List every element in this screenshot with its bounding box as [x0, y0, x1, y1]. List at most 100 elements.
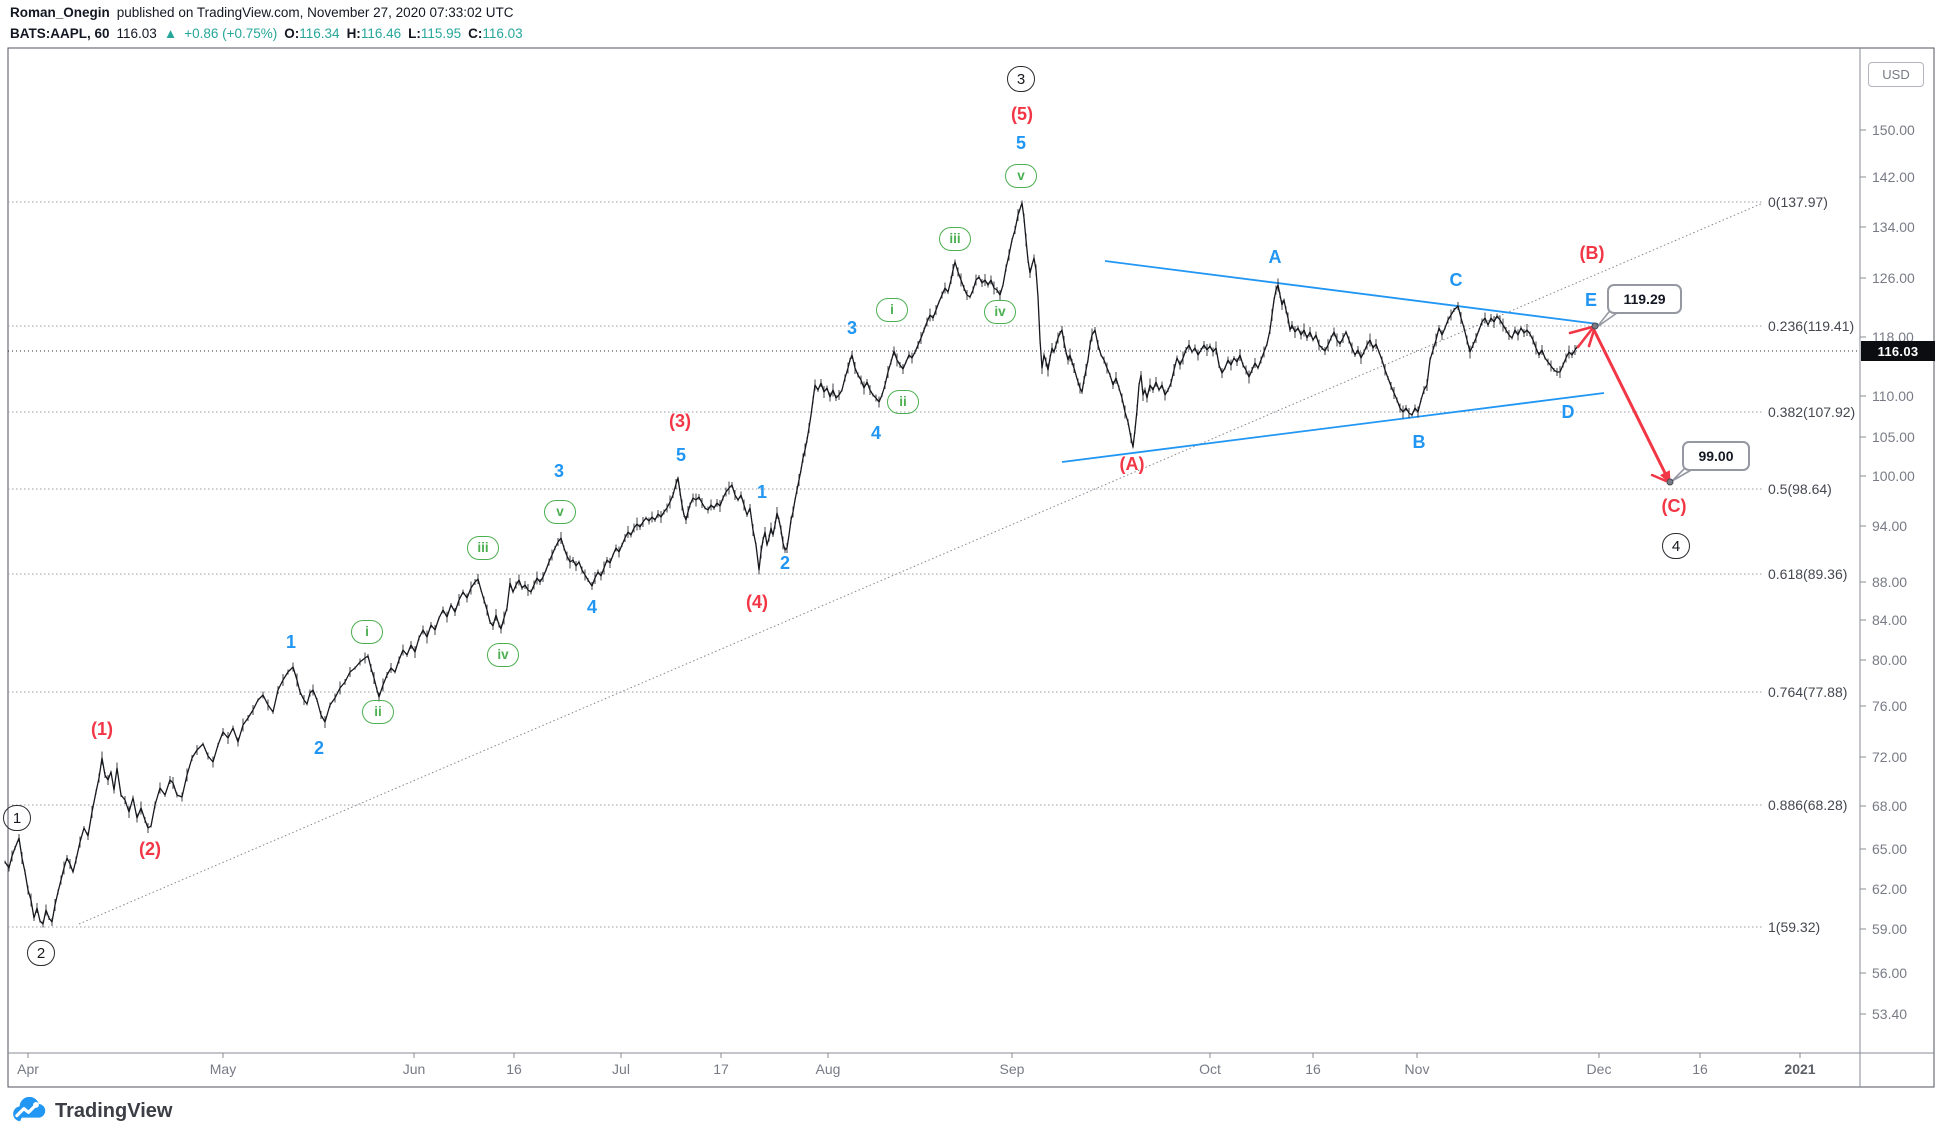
price-tick-label[interactable]: 88.00: [1872, 574, 1908, 590]
time-tick-label[interactable]: Apr: [17, 1061, 39, 1077]
currency-axis-button[interactable]: USD: [1868, 62, 1924, 87]
ohlc-value: 116.34: [299, 26, 340, 41]
wave-label-red-(1): (1): [91, 719, 113, 739]
time-tick-label[interactable]: Jun: [402, 1061, 426, 1077]
publish-info-text: published on TradingView.com, November 2…: [116, 5, 514, 20]
price-tick-label[interactable]: 105.00: [1872, 429, 1915, 445]
wave-label-red-(C): (C): [1661, 496, 1687, 516]
fib-level-label: 0.5(98.64): [1768, 481, 1832, 497]
wave-label-circled-4: 4: [1662, 533, 1690, 559]
anchor-dot: [1666, 478, 1674, 486]
wave-label-minute-iii: iii: [939, 227, 971, 251]
time-tick-label[interactable]: Jul: [612, 1061, 630, 1077]
wave-label-red-(2): (2): [139, 839, 161, 859]
wave-label-minute-i: i: [351, 620, 383, 644]
wave-label-red-(4): (4): [746, 592, 768, 612]
author-name[interactable]: Roman_Onegin: [10, 5, 110, 20]
fib-level-label: 0.764(77.88): [1768, 684, 1848, 700]
price-tick-label[interactable]: 68.00: [1872, 798, 1908, 814]
price-tick-label[interactable]: 84.00: [1872, 612, 1908, 628]
fib-level-label: 1(59.32): [1768, 919, 1821, 935]
tradingview-logo-text: TradingView: [55, 1099, 173, 1122]
wave-label-red-(B): (B): [1579, 243, 1605, 263]
price-tick-label[interactable]: 110.00: [1872, 388, 1914, 404]
wave-label-blue-D: D: [1561, 402, 1575, 422]
time-tick-label[interactable]: 2021: [1784, 1061, 1816, 1077]
forecast-down-arrow: [1592, 328, 1670, 481]
time-tick-label[interactable]: Nov: [1404, 1061, 1430, 1077]
triangle-upper-trendline: [1104, 260, 1599, 325]
wave-label-minute-ii: ii: [362, 700, 394, 724]
wave-label-blue-1: 1: [756, 482, 768, 502]
price-tick-label[interactable]: 72.00: [1872, 749, 1908, 765]
wave-label-blue-4: 4: [586, 597, 598, 617]
time-tick-label[interactable]: May: [209, 1061, 237, 1077]
wave-label-blue-1: 1: [285, 632, 297, 652]
wave-label-minute-iii: iii: [467, 536, 499, 560]
price-tick-label[interactable]: 65.00: [1872, 841, 1908, 857]
wave-label-blue-C: C: [1449, 270, 1463, 290]
wave-label-blue-3: 3: [553, 461, 565, 481]
wave-label-blue-3: 3: [846, 318, 858, 338]
price-tick-label[interactable]: 59.00: [1872, 921, 1908, 937]
time-tick-label[interactable]: 16: [1692, 1061, 1708, 1077]
price-tick-label[interactable]: 134.00: [1872, 219, 1915, 235]
price-tick-label[interactable]: 62.00: [1872, 881, 1908, 897]
wave-label-red-(A): (A): [1119, 454, 1145, 474]
price-tick-label[interactable]: 150.00: [1872, 122, 1915, 138]
wave-label-minute-iv: iv: [487, 643, 519, 667]
wave-label-circled-1: 1: [3, 805, 31, 831]
price-tick-label[interactable]: 56.00: [1872, 965, 1908, 981]
price-tick-label[interactable]: 53.40: [1872, 1006, 1908, 1022]
price-tick-label[interactable]: 80.00: [1872, 652, 1908, 668]
wave-label-minute-iv: iv: [984, 300, 1016, 324]
ohlc-key: O:: [284, 26, 300, 41]
price-tick-label[interactable]: 94.00: [1872, 518, 1908, 534]
symbol-info-line: BATS:AAPL, 60 116.03 ▲ +0.86 (+0.75%) O:116.…: [10, 23, 523, 44]
red-dash-mark: [1650, 473, 1668, 483]
wave-label-blue-5: 5: [1015, 133, 1027, 153]
price-callout: 119.29: [1607, 284, 1682, 314]
tradingview-logo-icon: [13, 1097, 46, 1122]
wave-label-blue-A: A: [1268, 247, 1282, 267]
time-tick-label[interactable]: Oct: [1199, 1061, 1221, 1077]
triangle-lower-trendline: [1061, 392, 1605, 463]
wave-label-minute-v: v: [1005, 164, 1037, 188]
symbol-and-interval[interactable]: BATS:AAPL, 60: [10, 26, 110, 41]
time-tick-label[interactable]: 17: [713, 1061, 729, 1077]
price-tick-label[interactable]: 76.00: [1872, 698, 1908, 714]
fib-level-label: 0.236(119.41): [1768, 318, 1855, 334]
fib-diagonal-baseline: [78, 202, 1764, 925]
chart-header: Roman_Onegin published on TradingView.com…: [10, 2, 523, 44]
ohlc-value: 115.95: [420, 26, 462, 41]
candlestick-texture: [4, 200, 1578, 928]
time-tick-label[interactable]: 16: [1305, 1061, 1321, 1077]
fib-level-label: 0(137.97): [1768, 194, 1828, 210]
time-tick-label[interactable]: Aug: [815, 1061, 841, 1077]
wave-label-blue-E: E: [1584, 290, 1598, 310]
price-tick-label[interactable]: 126.00: [1872, 270, 1915, 286]
wave-label-blue-5: 5: [675, 445, 687, 465]
time-tick-label[interactable]: Sep: [999, 1061, 1025, 1077]
wave-label-red-(5): (5): [1011, 104, 1033, 124]
ohlc-values: O:116.34 H:116.46 L:115.95 C:116.03: [277, 26, 522, 41]
price-tick-label[interactable]: 142.00: [1872, 169, 1915, 185]
time-tick-label[interactable]: 16: [506, 1061, 522, 1077]
last-price-axis-badge: 116.03: [1861, 341, 1935, 361]
red-up-stroke: [1568, 325, 1594, 335]
fib-level-label: 0.382(107.92): [1768, 404, 1856, 420]
last-price-value: 116.03: [116, 26, 157, 41]
price-tick-label[interactable]: 100.00: [1872, 468, 1915, 484]
time-tick-label[interactable]: Dec: [1586, 1061, 1612, 1077]
ohlc-value: 116.46: [360, 26, 402, 41]
publish-info-line: Roman_Onegin published on TradingView.com…: [10, 2, 523, 23]
wave-label-blue-B: B: [1412, 432, 1426, 452]
tradingview-attribution[interactable]: TradingView: [10, 1097, 172, 1125]
wave-label-minute-i: i: [876, 298, 908, 322]
red-up-stroke: [1576, 327, 1594, 349]
anchor-dot: [1591, 322, 1599, 330]
fib-level-label: 0.886(68.28): [1768, 797, 1848, 813]
wave-label-circled-2: 2: [27, 940, 55, 966]
